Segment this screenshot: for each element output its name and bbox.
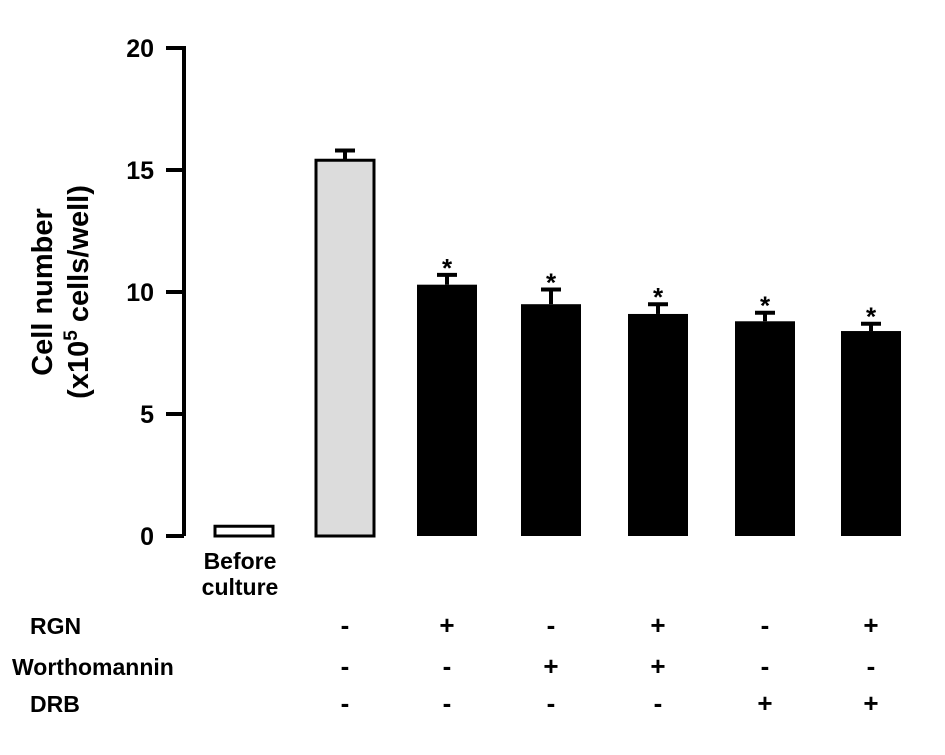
y-tick-label-15: 15 [126, 157, 154, 185]
sign-r1-c1: - [443, 651, 452, 681]
bar-6 [841, 331, 901, 536]
sign-r2-c3: - [654, 688, 663, 718]
sign-r2-c5: + [863, 688, 878, 718]
sign-r1-c2: + [543, 651, 558, 681]
bar-3 [521, 304, 581, 536]
y-tick-label-10: 10 [126, 279, 154, 307]
bar-5 [735, 321, 795, 536]
sign-r1-c0: - [341, 651, 350, 681]
sign-r0-c3: + [650, 610, 665, 640]
bar-4 [628, 313, 688, 536]
sign-r2-c0: - [341, 688, 350, 718]
labels: Cell number (x105 cells/well) * * * * * Beforec… [27, 185, 877, 600]
significance-star-3: * [546, 268, 557, 298]
sign-r1-c4: - [761, 651, 770, 681]
sign-r0-c5: + [863, 610, 878, 640]
row-label-0: RGN [30, 613, 81, 639]
row-label-2: DRB [30, 691, 80, 717]
significance-star-5: * [760, 291, 771, 321]
bar-1 [314, 158, 376, 538]
sign-r2-c4: + [757, 688, 772, 718]
sign-r0-c0: - [341, 610, 350, 640]
sign-r0-c2: - [547, 610, 556, 640]
treatment-table: RGN - + - + - + Worthomannin - - + + - - DRB - - - - + + [12, 610, 879, 718]
y-axis-label: Cell number [27, 208, 59, 376]
sign-r0-c1: + [439, 610, 454, 640]
bars [213, 148, 901, 538]
y-tick-label-5: 5 [140, 401, 154, 429]
axes: 0 5 10 15 20 [126, 35, 186, 551]
bar-2 [417, 284, 477, 536]
category-label-0: Before [204, 548, 277, 574]
sign-r0-c4: - [761, 610, 770, 640]
sign-r1-c3: + [650, 651, 665, 681]
sign-r2-c1: - [443, 688, 452, 718]
bar-0 [213, 524, 275, 538]
sign-r2-c2: - [547, 688, 556, 718]
y-tick-label-20: 20 [126, 35, 154, 63]
significance-star-4: * [653, 282, 664, 312]
significance-star-6: * [866, 302, 877, 332]
sign-r1-c5: - [867, 651, 876, 681]
row-label-1: Worthomannin [12, 654, 174, 680]
significance-star-2: * [442, 253, 453, 283]
y-axis-label-units: (x105 cells/well) [61, 185, 95, 399]
category-label-1: culture [202, 574, 279, 600]
y-tick-label-0: 0 [140, 523, 154, 551]
